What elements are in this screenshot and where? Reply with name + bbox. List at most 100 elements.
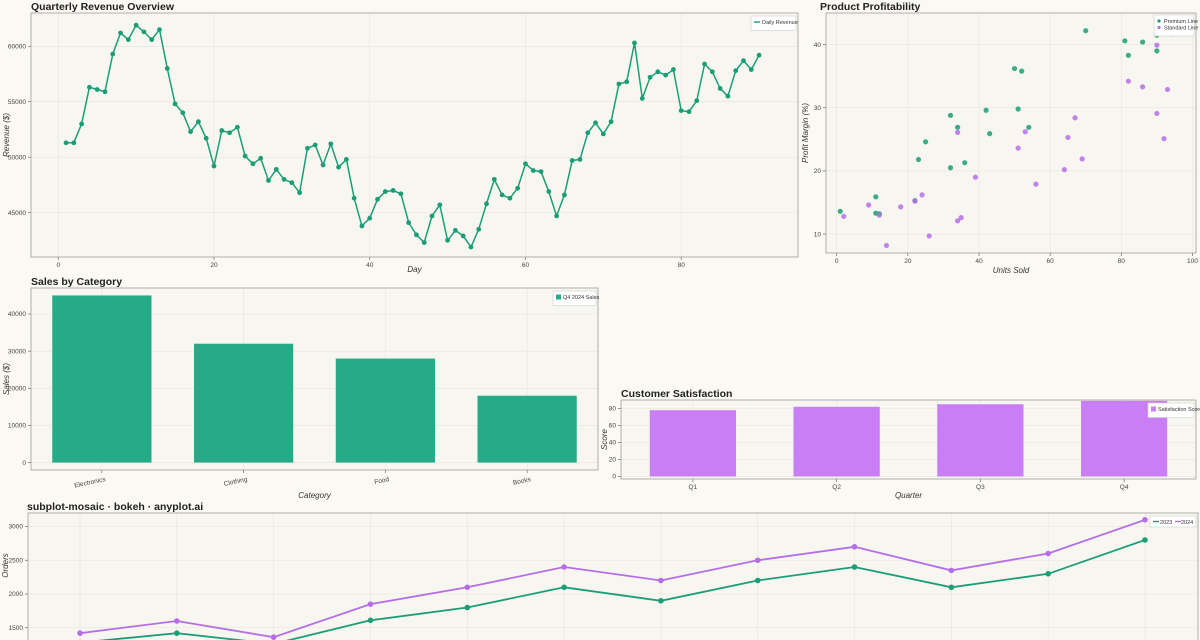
revenue-point (367, 215, 373, 221)
profit-point-standard (1164, 86, 1171, 93)
revenue-point (647, 74, 653, 80)
orders-y-tick-label: 1500 (9, 625, 24, 632)
profit-point-standard (955, 218, 961, 224)
revenue-point (655, 69, 661, 75)
revenue-point (561, 192, 567, 198)
profit-point-standard (1161, 136, 1167, 142)
revenue-point (71, 140, 77, 146)
satisfaction-panel: Customer Satisfaction 0 20 40 60 80 Q1 Q2 Q3 Q4 S… (596, 387, 1200, 502)
category-bar (194, 343, 294, 463)
revenue-point (188, 129, 194, 135)
satisfaction-title: Customer Satisfaction (621, 388, 733, 400)
revenue-point (149, 37, 155, 43)
profit-point-premium (1015, 106, 1021, 112)
revenue-point (678, 108, 684, 113)
profit-legend-label: Standard Line (1164, 26, 1198, 32)
revenue-point (491, 176, 497, 182)
category-y-axis-label: Sales ($) (2, 363, 11, 395)
revenue-point (702, 61, 707, 67)
category-x-tick-label: Books (512, 476, 532, 487)
revenue-point (133, 22, 139, 28)
satisfaction-y-tick-label: 20 (609, 457, 617, 464)
orders-y-axis-label: Orders (1, 553, 10, 577)
revenue-point (671, 67, 676, 72)
category-bar (52, 295, 152, 463)
profit-point-premium (1140, 39, 1146, 45)
orders-series-line-2023 (97, 539, 1146, 640)
profit-x-tick-label: 20 (904, 258, 912, 265)
profit-y-tick-label: 30 (814, 105, 822, 112)
revenue-point (608, 119, 614, 125)
revenue-y-tick-label: 55000 (8, 99, 26, 106)
revenue-point (624, 79, 630, 85)
satisfaction-bar (649, 410, 736, 477)
revenue-point (336, 164, 341, 170)
revenue-point (600, 131, 606, 137)
satisfaction-y-axis-label: Score (600, 429, 609, 450)
category-legend-label: Q4 2024 Sales (563, 295, 600, 301)
profit-point-premium (873, 194, 879, 200)
revenue-point (468, 244, 474, 250)
profit-point-standard (1140, 84, 1146, 90)
revenue-point (694, 98, 700, 104)
profit-point-standard (841, 213, 847, 219)
revenue-y-tick-label: 60000 (8, 43, 26, 50)
profit-x-tick-label: 60 (1047, 258, 1055, 265)
orders-chart: 1500 2000 2500 3000 2023 2024 Orders (1, 512, 1199, 640)
satisfaction-y-tick-label: 40 (609, 440, 617, 447)
orders-y-tick-label: 2000 (9, 591, 24, 598)
revenue-point (211, 163, 217, 169)
revenue-point (328, 141, 334, 147)
revenue-point (429, 213, 435, 219)
profit-point-premium (915, 156, 922, 163)
profit-point-standard (1154, 110, 1160, 117)
revenue-point (87, 84, 92, 90)
revenue-point (390, 188, 396, 193)
revenue-point (725, 93, 731, 99)
orders-panel: subplot-mosaic · bokeh · anyplot.ai 1500… (0, 500, 1200, 640)
category-y-tick-label: 30000 (8, 348, 26, 355)
revenue-point (398, 191, 404, 197)
plot-area (826, 13, 1196, 253)
profit-x-tick-label: 40 (975, 258, 983, 265)
satisfaction-bar (937, 404, 1024, 477)
orders-point-2023 (464, 604, 471, 611)
revenue-point (219, 128, 225, 133)
category-legend-swatch (556, 294, 561, 300)
revenue-point (343, 157, 349, 162)
revenue-point (203, 135, 209, 141)
profit-point-standard (1065, 134, 1071, 141)
revenue-point (748, 67, 754, 72)
revenue-point (530, 168, 536, 173)
profit-point-standard (1015, 145, 1021, 151)
satisfaction-legend-swatch (1151, 406, 1156, 412)
plot-frame (620, 399, 1197, 480)
orders-series-line-2024 (79, 518, 1146, 639)
category-panel: Sales by Category 0 10000 20000 30000 40000 E… (0, 275, 600, 500)
revenue-point (258, 155, 264, 161)
revenue-point (632, 40, 637, 46)
orders-legend-box (1149, 515, 1197, 528)
profit-point-standard (876, 212, 882, 218)
revenue-point (375, 196, 380, 202)
revenue-point (484, 201, 489, 207)
revenue-point (180, 110, 186, 116)
revenue-point (94, 87, 100, 92)
orders-legend-label: 2023 (1160, 520, 1172, 526)
satisfaction-y-tick-label: 80 (609, 406, 617, 413)
revenue-point (125, 37, 131, 43)
profit-point-standard (898, 204, 904, 210)
revenue-x-tick-label: 40 (366, 262, 374, 269)
profit-point-standard (972, 174, 979, 180)
profit-legend-swatch (1157, 25, 1161, 30)
revenue-y-tick-label: 45000 (8, 210, 26, 217)
profitability-title: Product Profitability (820, 1, 921, 13)
revenue-point (585, 130, 591, 136)
orders-point-2024 (561, 564, 567, 570)
orders-point-2024 (77, 630, 83, 636)
revenue-point (717, 86, 723, 91)
revenue-point (445, 237, 450, 243)
category-x-axis-label: Category (298, 491, 331, 500)
revenue-legend-box (750, 15, 797, 31)
profit-point-standard (1125, 78, 1132, 84)
